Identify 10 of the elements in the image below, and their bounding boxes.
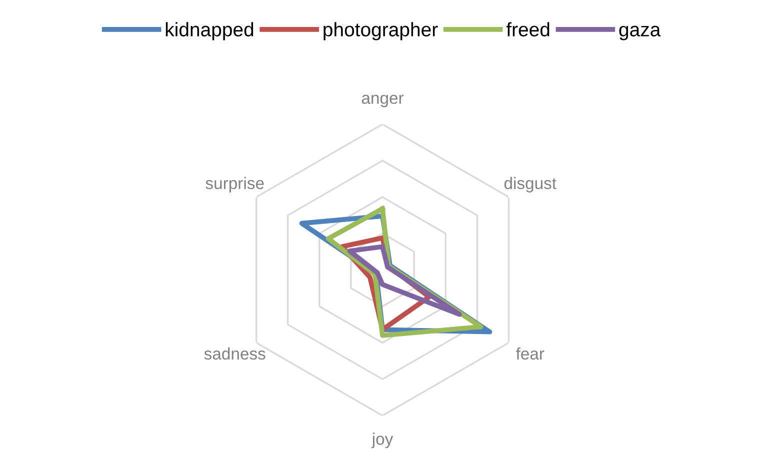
- spoke-label: joy: [371, 432, 394, 448]
- spoke-label: sadness: [204, 347, 266, 360]
- spoke-label: disgust: [504, 176, 556, 192]
- spoke-label: anger: [362, 94, 404, 108]
- legend-label: gaza: [619, 26, 661, 40]
- spoke-label: surprise: [206, 176, 264, 192]
- legend-label: kidnapped: [166, 22, 254, 40]
- spoke-label: fear: [516, 347, 544, 360]
- legend-label: freed: [506, 22, 550, 36]
- legend-label: photographer: [324, 22, 438, 40]
